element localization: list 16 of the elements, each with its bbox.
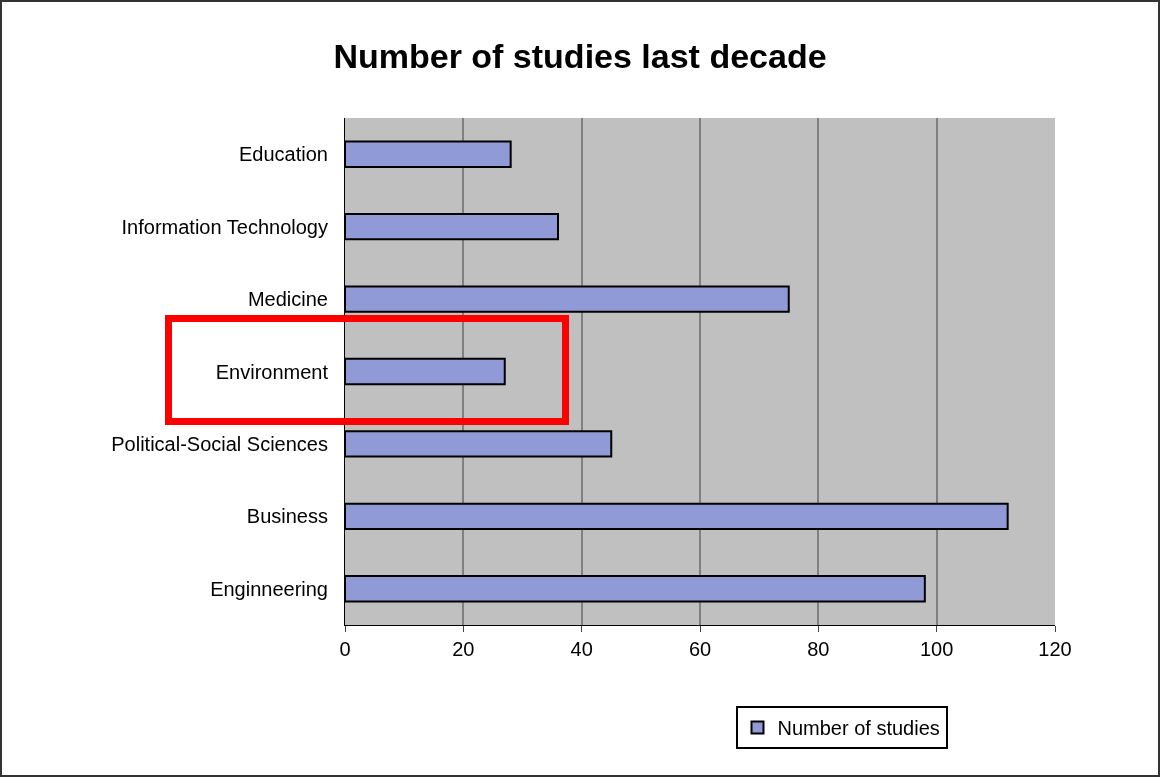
x-tick-label: 40 <box>570 638 593 660</box>
x-tick-label: 120 <box>1038 638 1072 660</box>
x-tick-label: 100 <box>919 638 954 660</box>
chart-title: Number of studies last decade <box>333 37 827 76</box>
y-tick-label: Political-Social Sciences <box>111 432 328 455</box>
y-tick-label: Business <box>246 505 328 528</box>
y-tick-label: Education <box>239 143 328 166</box>
x-tick-label: 80 <box>807 638 830 660</box>
y-tick-label: Information Technology <box>121 215 328 238</box>
x-tick-label: 60 <box>688 638 712 660</box>
y-tick-label: Medicine <box>247 288 328 311</box>
y-tick-label: Environment <box>215 360 329 383</box>
x-tick-label: 20 <box>452 638 475 660</box>
x-tick-label: 0 <box>339 638 351 660</box>
legend-label: Number of studies <box>777 717 940 740</box>
y-tick-label: Enginneering <box>210 577 328 600</box>
